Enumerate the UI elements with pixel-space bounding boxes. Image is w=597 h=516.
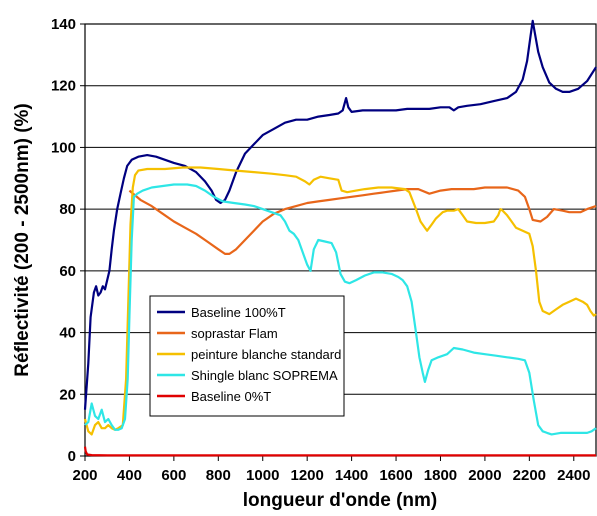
x-tick-label: 600 <box>161 467 186 484</box>
x-tick-label: 400 <box>117 467 142 484</box>
series-line-baseline-100-t <box>83 19 597 410</box>
y-tick-label: 60 <box>59 263 76 280</box>
x-tick-label: 1600 <box>379 467 412 484</box>
legend-label: peinture blanche standard <box>191 347 341 362</box>
x-axis-ticks: 200 400 600 800 1000 1200 1400 1600 1800 2000 2200… <box>72 456 590 484</box>
x-tick-label: 1000 <box>246 467 279 484</box>
x-tick-label: 1400 <box>335 467 368 484</box>
legend-label: soprastar Flam <box>191 326 278 341</box>
y-tick-label: 20 <box>59 386 76 403</box>
y-axis-ticks: 0 20 40 60 80 100 120 140 <box>51 16 85 465</box>
legend-label: Baseline 0%T <box>191 389 271 404</box>
series-line-peinture-blanche-standard <box>83 166 597 436</box>
y-tick-label: 40 <box>59 325 76 342</box>
x-tick-label: 2000 <box>468 467 501 484</box>
y-tick-label: 120 <box>51 78 76 95</box>
x-axis-title: longueur d'onde (nm) <box>243 490 438 511</box>
legend-label: Shingle blanc SOPREMA <box>191 368 338 383</box>
x-tick-label: 1200 <box>290 467 323 484</box>
y-axis-title: Réflectivité (200 - 2500nm) (%) <box>12 103 33 377</box>
series-lines <box>83 19 597 457</box>
x-tick-label: 2200 <box>513 467 546 484</box>
legend: Baseline 100%T soprastar Flam peinture bla… <box>149 295 345 417</box>
y-tick-label: 140 <box>51 16 76 33</box>
series-line-shingle-blanc-soprema <box>84 183 597 436</box>
x-tick-label: 800 <box>206 467 231 484</box>
series-line-soprastar-flam <box>128 186 597 255</box>
series-line-baseline-0-t <box>83 446 596 457</box>
x-tick-label: 1800 <box>424 467 457 484</box>
y-tick-label: 0 <box>68 448 76 465</box>
x-tick-label: 2400 <box>557 467 590 484</box>
x-tick-label: 200 <box>72 467 97 484</box>
legend-label: Baseline 100%T <box>191 305 286 320</box>
y-tick-label: 80 <box>59 201 76 218</box>
y-tick-label: 100 <box>51 139 76 156</box>
